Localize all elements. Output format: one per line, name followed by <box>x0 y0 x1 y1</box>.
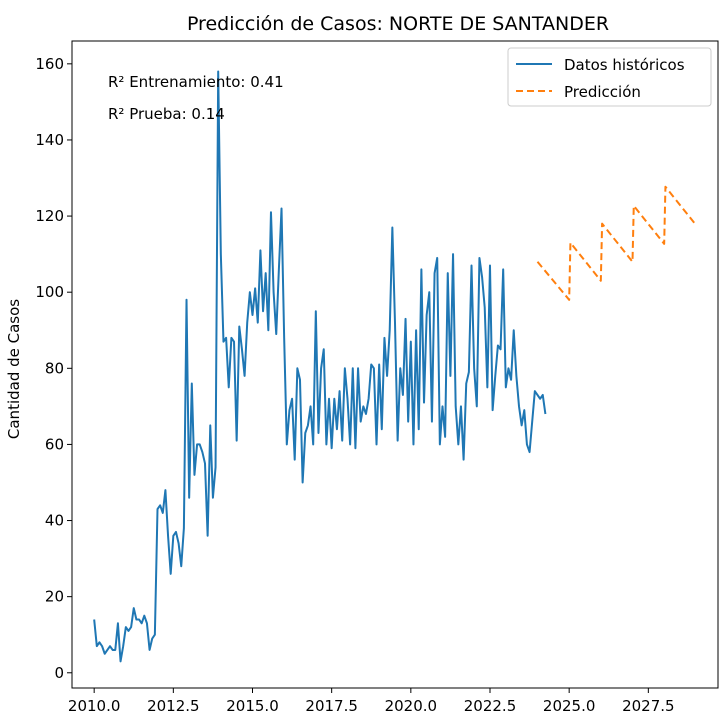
y-tick-label: 120 <box>35 207 64 225</box>
y-tick-label: 40 <box>45 512 64 530</box>
legend-label-historical: Datos históricos <box>564 56 685 74</box>
y-tick-label: 60 <box>45 435 64 453</box>
y-tick-label: 20 <box>45 588 64 606</box>
r2-train-annotation: R² Entrenamiento: 0.41 <box>108 73 284 91</box>
plot-frame <box>71 40 719 689</box>
x-tick-label: 2025.0 <box>543 697 596 715</box>
y-tick-label: 100 <box>35 283 64 301</box>
x-tick-label: 2022.5 <box>464 697 517 715</box>
y-tick-label: 160 <box>35 55 64 73</box>
chart-title: Predicción de Casos: NORTE DE SANTANDER <box>187 13 609 35</box>
x-tick-label: 2017.5 <box>305 697 358 715</box>
y-axis-label: Cantidad de Casos <box>5 299 23 439</box>
series-layer <box>93 70 697 663</box>
x-tick-label: 2015.0 <box>226 697 279 715</box>
x-tick-label: 2012.5 <box>147 697 200 715</box>
x-axis-ticks: 2010.0 2012.5 2015.0 2017.5 2020.0 2022.5 2025… <box>68 688 675 715</box>
y-axis-ticks: 0 20 40 60 80 100 120 140 160 <box>35 55 72 682</box>
y-tick-label: 80 <box>45 359 64 377</box>
r2-test-annotation: R² Prueba: 0.14 <box>108 105 225 123</box>
y-tick-label: 140 <box>35 131 64 149</box>
x-tick-label: 2010.0 <box>68 697 121 715</box>
legend: Datos históricos Predicción <box>507 47 712 107</box>
plot-area: 0 20 40 60 80 100 120 140 160 2010.0 2012.5 2015.0… <box>35 40 719 715</box>
x-tick-label: 2020.0 <box>385 697 438 715</box>
series-line-prediction <box>536 185 697 301</box>
y-tick-label: 0 <box>54 664 64 682</box>
legend-label-prediction: Predicción <box>564 83 641 101</box>
x-tick-label: 2027.5 <box>622 697 675 715</box>
series-line-historical <box>93 70 547 663</box>
legend-box <box>507 47 712 107</box>
